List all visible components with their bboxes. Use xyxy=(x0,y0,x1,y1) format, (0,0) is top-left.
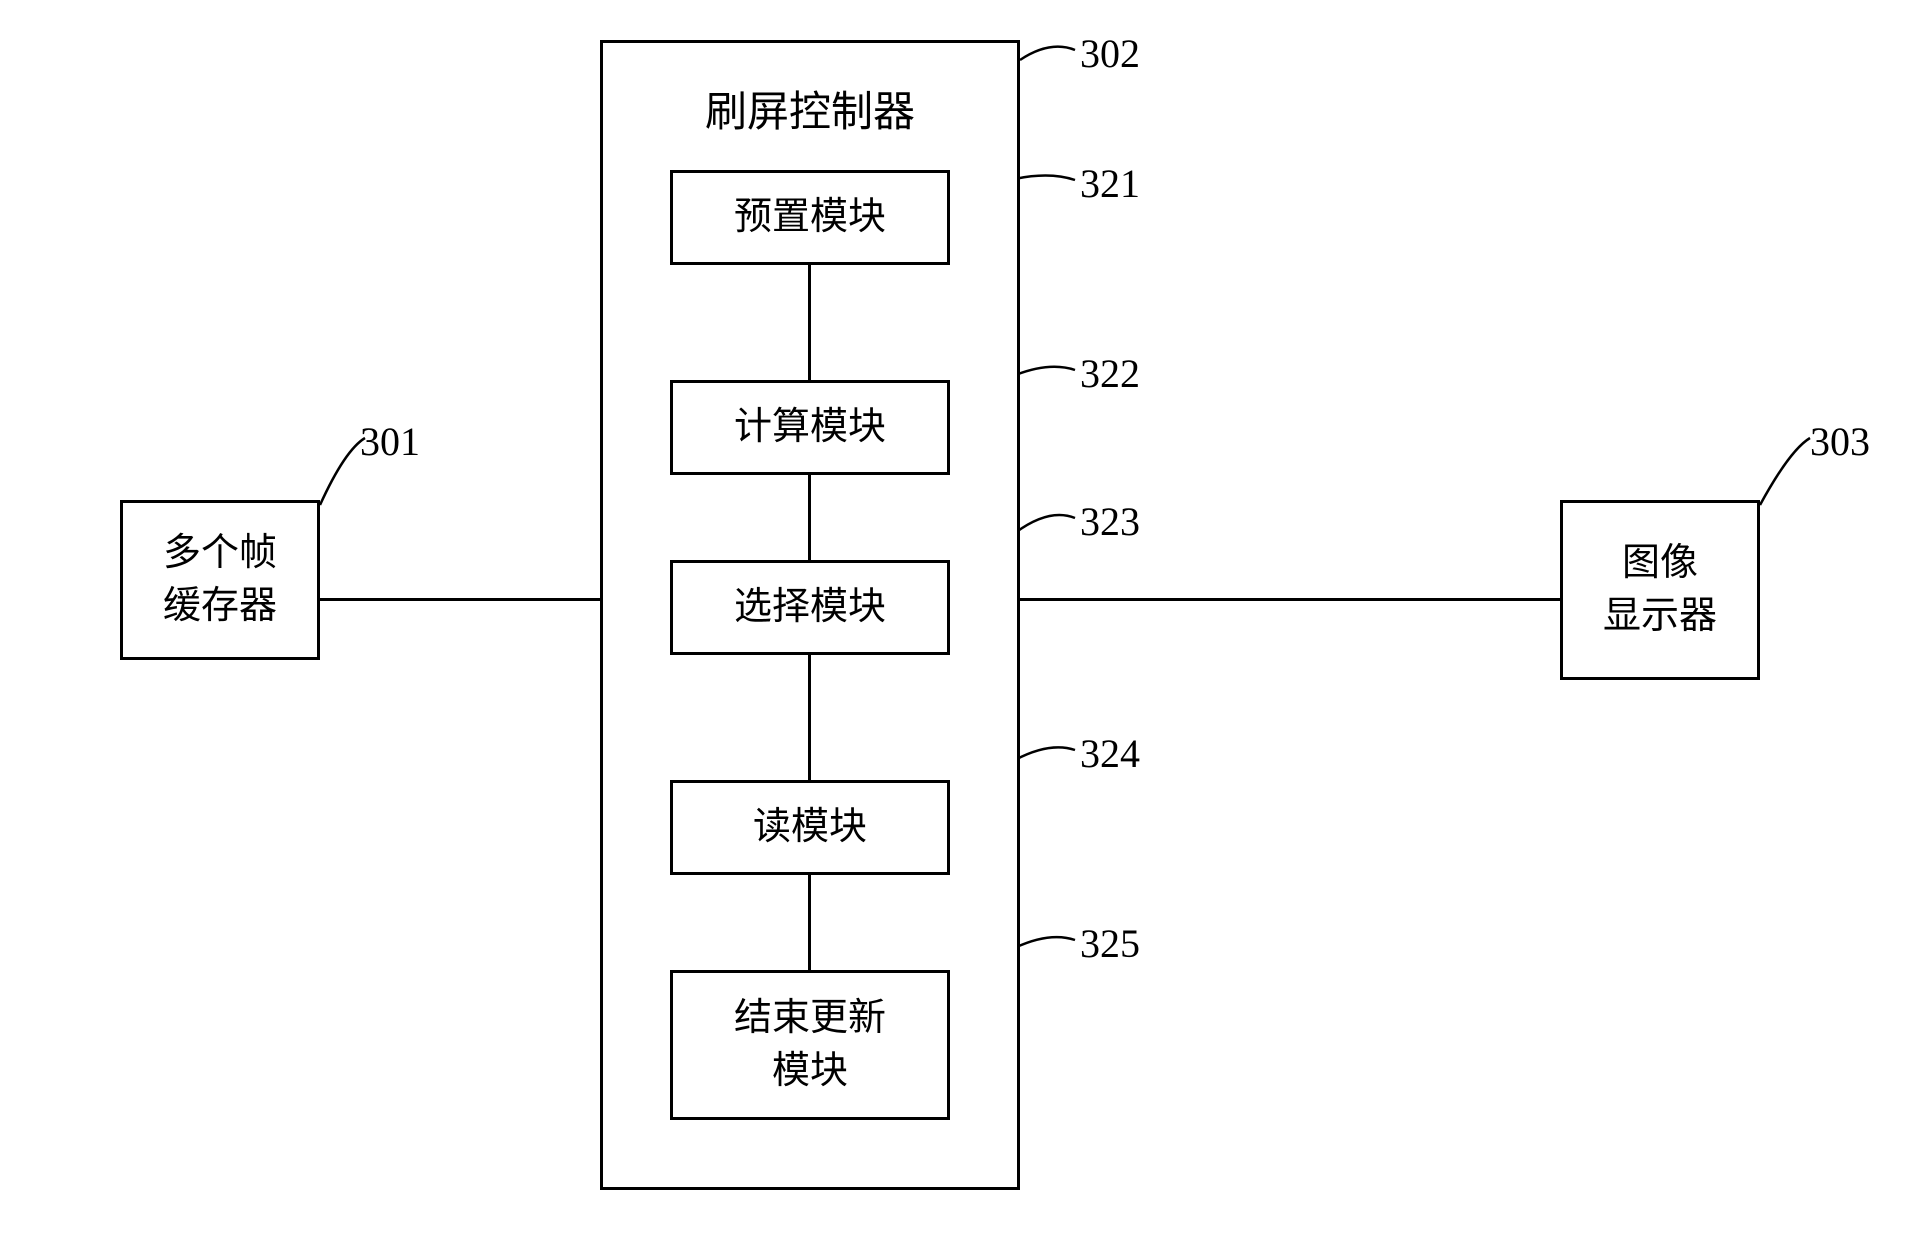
read-module-text: 读模块 xyxy=(753,801,867,854)
connector-buffers-controller xyxy=(320,598,600,601)
display-block: 图像显示器 xyxy=(1560,500,1760,680)
connector-select-read xyxy=(808,655,811,780)
label-302: 302 xyxy=(1080,30,1140,77)
finish-module-block: 结束更新模块 xyxy=(670,970,950,1120)
frame-buffers-block: 多个帧缓存器 xyxy=(120,500,320,660)
label-321: 321 xyxy=(1080,160,1140,207)
preset-module-block: 预置模块 xyxy=(670,170,950,265)
preset-module-text: 预置模块 xyxy=(734,191,886,244)
connector-controller-display xyxy=(1020,598,1560,601)
connector-preset-compute xyxy=(808,265,811,380)
frame-buffers-text: 多个帧缓存器 xyxy=(163,527,277,633)
connector-read-finish xyxy=(808,875,811,970)
select-module-text: 选择模块 xyxy=(734,581,886,634)
label-324: 324 xyxy=(1080,730,1140,777)
connector-compute-select xyxy=(808,475,811,560)
read-module-block: 读模块 xyxy=(670,780,950,875)
finish-module-text: 结束更新模块 xyxy=(734,992,886,1098)
display-text: 图像显示器 xyxy=(1603,537,1717,643)
block-diagram: 多个帧缓存器 刷屏控制器 预置模块 计算模块 选择模块 读模块 结束更新模块 图… xyxy=(0,0,1919,1240)
label-322: 322 xyxy=(1080,350,1140,397)
compute-module-block: 计算模块 xyxy=(670,380,950,475)
label-301: 301 xyxy=(360,418,420,465)
label-325: 325 xyxy=(1080,920,1140,967)
controller-title: 刷屏控制器 xyxy=(603,78,1017,139)
label-323: 323 xyxy=(1080,498,1140,545)
select-module-block: 选择模块 xyxy=(670,560,950,655)
compute-module-text: 计算模块 xyxy=(734,401,886,454)
label-303: 303 xyxy=(1810,418,1870,465)
